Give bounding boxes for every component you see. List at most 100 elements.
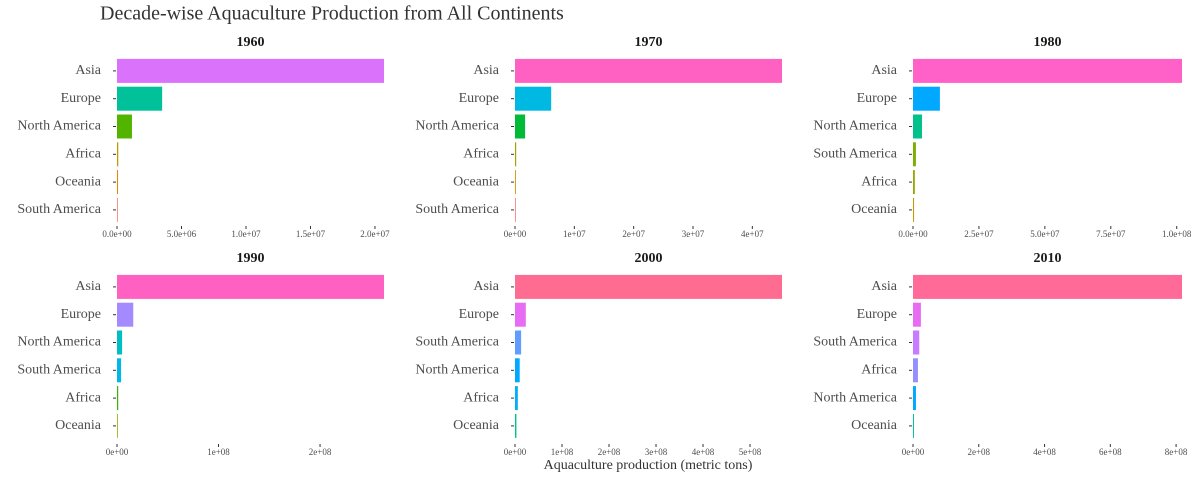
bar	[515, 114, 526, 139]
x-tick-label: 2e+07	[622, 229, 645, 239]
panel-title: 2000	[635, 251, 663, 266]
x-tick-label: 1e+07	[563, 229, 586, 239]
bar	[117, 413, 118, 438]
bar	[117, 142, 119, 167]
y-tick-label: North America	[813, 119, 897, 134]
y-tick-label: Asia	[871, 279, 897, 294]
x-tick-label: 0.0e+00	[102, 229, 132, 239]
bar	[913, 58, 1182, 83]
y-tick-label: Europe	[459, 91, 499, 106]
x-tick-label: 5e+08	[739, 447, 762, 457]
x-tick-label: 4e+08	[1033, 447, 1056, 457]
y-tick-label: Asia	[473, 63, 499, 78]
x-tick-label: 1.0e+07	[231, 229, 261, 239]
bar	[913, 170, 915, 195]
bar	[515, 386, 518, 411]
bar	[913, 274, 1182, 299]
bar	[515, 86, 552, 111]
x-tick-label: 1.0e+08	[1162, 229, 1192, 239]
y-tick-label: Africa	[861, 363, 898, 378]
y-tick-label: South America	[17, 202, 101, 217]
x-tick-label: 1e+08	[207, 447, 230, 457]
x-tick-label: 0.0e+00	[898, 229, 928, 239]
x-tick-label: 0e+00	[504, 229, 527, 239]
y-tick-label: Asia	[75, 279, 101, 294]
bar	[515, 170, 516, 195]
bar	[913, 302, 921, 327]
bar	[515, 358, 520, 383]
x-tick-label: 2e+08	[598, 447, 621, 457]
y-tick-label: Europe	[857, 91, 897, 106]
bar	[117, 114, 132, 139]
bar	[117, 358, 122, 383]
y-tick-label: Asia	[871, 63, 897, 78]
bar	[913, 114, 922, 139]
y-tick-label: Oceania	[851, 418, 898, 433]
bar	[117, 274, 384, 299]
x-tick-label: 2e+08	[309, 447, 332, 457]
y-tick-label: Africa	[463, 147, 500, 162]
y-tick-label: Oceania	[55, 174, 102, 189]
y-tick-label: Oceania	[453, 418, 500, 433]
x-tick-label: 2.5e+07	[964, 229, 994, 239]
x-tick-label: 3e+08	[645, 447, 668, 457]
x-tick-label: 6e+08	[1099, 447, 1122, 457]
y-tick-label: North America	[415, 119, 499, 134]
panel-title: 1970	[635, 35, 663, 50]
y-tick-label: Europe	[459, 307, 499, 322]
x-tick-label: 1e+08	[551, 447, 574, 457]
x-tick-label: 2.0e+07	[360, 229, 390, 239]
bar	[117, 330, 123, 355]
y-tick-label: North America	[415, 363, 499, 378]
y-tick-label: South America	[813, 335, 897, 350]
bar	[913, 86, 940, 111]
bar	[117, 302, 134, 327]
panel-title: 1960	[237, 35, 265, 50]
bar	[515, 302, 526, 327]
x-tick-label: 0e+00	[902, 447, 925, 457]
bar	[515, 413, 517, 438]
y-tick-label: North America	[17, 119, 101, 134]
x-tick-label: 0e+00	[106, 447, 129, 457]
panel-title: 1980	[1034, 35, 1062, 50]
y-tick-label: South America	[415, 202, 499, 217]
bar	[913, 413, 914, 438]
y-tick-label: Europe	[61, 307, 101, 322]
y-tick-label: South America	[813, 147, 897, 162]
bar	[515, 330, 522, 355]
x-tick-label: 5.0e+06	[167, 229, 197, 239]
bar	[117, 197, 118, 222]
bar	[515, 197, 516, 222]
y-tick-label: Africa	[65, 147, 102, 162]
bar	[117, 386, 119, 411]
bar	[515, 274, 782, 299]
y-tick-label: North America	[17, 335, 101, 350]
y-tick-label: South America	[17, 363, 101, 378]
x-tick-label: 2e+08	[967, 447, 990, 457]
panel-title: 1990	[237, 251, 265, 266]
bar	[117, 170, 119, 195]
bar	[913, 330, 920, 355]
y-tick-label: Europe	[61, 91, 101, 106]
x-tick-label: 5.0e+07	[1030, 229, 1060, 239]
bar	[913, 386, 916, 411]
x-axis-label: Aquaculture production (metric tons)	[544, 458, 753, 473]
y-tick-label: Asia	[75, 63, 101, 78]
x-tick-label: 1.5e+07	[296, 229, 326, 239]
y-tick-label: South America	[415, 335, 499, 350]
y-tick-label: North America	[813, 390, 897, 405]
y-tick-label: Europe	[857, 307, 897, 322]
y-tick-label: Africa	[861, 174, 898, 189]
x-tick-label: 4e+08	[692, 447, 715, 457]
y-tick-label: Africa	[65, 390, 102, 405]
bar	[117, 58, 384, 83]
x-tick-label: 8e+08	[1165, 447, 1188, 457]
bar	[515, 142, 517, 167]
bar	[515, 58, 782, 83]
chart-title: Decade-wise Aquaculture Production from …	[100, 3, 564, 25]
bar	[913, 197, 915, 222]
y-tick-label: Asia	[473, 279, 499, 294]
y-tick-label: Oceania	[55, 418, 102, 433]
y-tick-label: Oceania	[453, 174, 500, 189]
